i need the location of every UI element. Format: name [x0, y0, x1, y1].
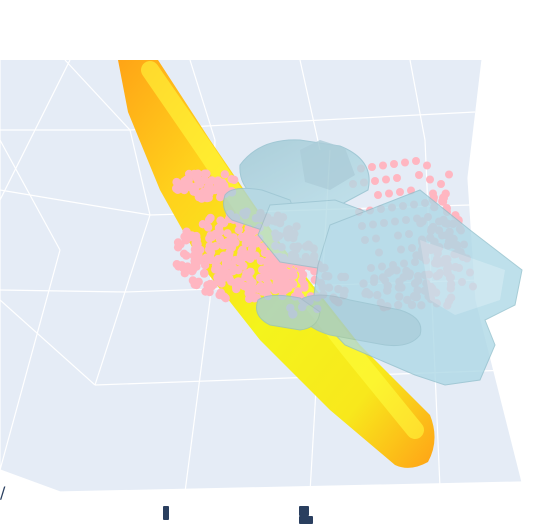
point-cloud-marker [415, 171, 423, 179]
point-cloud-marker [412, 157, 420, 165]
point-cloud-marker [211, 264, 220, 274]
point-cloud-marker [265, 258, 275, 267]
point-cloud-marker [282, 273, 291, 282]
point-cloud-marker [289, 271, 298, 280]
point-cloud-marker [437, 180, 445, 188]
point-cloud-marker [190, 256, 199, 266]
point-cloud-marker [206, 279, 215, 289]
point-cloud-marker [200, 261, 210, 270]
point-cloud-marker [219, 251, 228, 260]
point-cloud-marker [260, 248, 270, 257]
point-cloud-marker [211, 229, 220, 239]
point-cloud-marker [219, 218, 229, 228]
point-cloud-marker [172, 177, 181, 187]
point-cloud-marker [201, 287, 210, 296]
y-axis-tick-mark [299, 516, 313, 524]
point-cloud-marker [218, 268, 227, 277]
point-cloud-marker [213, 273, 222, 282]
axis-tick-fragments: / [0, 483, 313, 524]
point-cloud-marker [248, 278, 257, 287]
point-cloud-marker [197, 194, 206, 203]
y-axis-tick-mark [299, 506, 309, 516]
point-cloud-marker [379, 161, 387, 170]
point-cloud-marker [256, 256, 266, 266]
point-cloud-marker [396, 188, 404, 196]
point-cloud-marker [217, 279, 226, 288]
point-cloud-marker [374, 191, 382, 199]
point-cloud-marker [172, 184, 181, 193]
point-cloud-marker [204, 193, 213, 202]
point-cloud-marker [205, 241, 214, 250]
point-cloud-marker [196, 180, 205, 189]
point-cloud-marker [215, 290, 224, 300]
point-cloud-marker [179, 249, 189, 258]
point-cloud-marker [246, 267, 255, 276]
point-cloud-marker [255, 284, 265, 293]
point-cloud-marker [445, 170, 453, 179]
x-axis-tick-label: / [0, 483, 6, 502]
point-cloud-marker [223, 229, 232, 238]
point-cloud-marker [213, 181, 222, 190]
point-cloud-marker [401, 158, 409, 167]
point-cloud-marker [186, 233, 196, 242]
point-cloud-marker [246, 284, 256, 294]
point-cloud-marker [426, 175, 434, 184]
point-cloud-marker [180, 183, 189, 192]
point-cloud-marker [284, 284, 293, 293]
point-cloud-marker [200, 169, 209, 178]
point-cloud-marker [249, 240, 258, 249]
point-cloud-marker [193, 240, 202, 249]
point-cloud-marker [231, 238, 240, 247]
point-cloud-marker [385, 189, 393, 198]
x-axis-tick-mark [163, 506, 169, 520]
point-cloud-marker [234, 266, 243, 275]
point-cloud-marker [245, 250, 255, 259]
point-cloud-marker [371, 177, 379, 185]
point-cloud-marker [204, 215, 214, 224]
point-cloud-marker [300, 280, 309, 289]
point-cloud-marker [233, 281, 242, 291]
point-cloud-marker [177, 261, 187, 270]
point-cloud-marker [441, 189, 450, 198]
point-cloud-marker [274, 279, 283, 288]
point-cloud-marker [188, 267, 197, 276]
point-cloud-marker [180, 269, 189, 278]
point-cloud-marker [220, 170, 229, 179]
point-cloud-marker [222, 238, 232, 247]
point-cloud-marker [207, 176, 216, 185]
gripper-mesh [223, 139, 523, 386]
point-cloud-marker [206, 255, 215, 265]
point-cloud-marker [390, 160, 398, 168]
point-cloud-marker [173, 243, 183, 252]
point-cloud-marker [423, 161, 431, 170]
point-cloud-marker [368, 163, 376, 171]
point-cloud-marker [192, 188, 201, 197]
point-cloud-marker [237, 249, 246, 258]
point-cloud-marker [193, 169, 203, 178]
point-cloud-marker [206, 248, 216, 257]
point-cloud-marker [382, 175, 390, 184]
point-cloud-marker [225, 273, 234, 283]
point-cloud-marker [227, 175, 236, 184]
point-cloud-marker [188, 276, 198, 285]
point-cloud-marker [237, 232, 247, 242]
point-cloud-marker [200, 268, 209, 278]
point-cloud-marker [262, 275, 271, 284]
point-cloud-marker [184, 169, 194, 179]
point-cloud-marker [234, 225, 243, 235]
point-cloud-marker [393, 174, 401, 182]
point-cloud-marker [220, 181, 229, 190]
point-cloud-marker [438, 197, 447, 206]
point-cloud-marker [203, 223, 213, 232]
